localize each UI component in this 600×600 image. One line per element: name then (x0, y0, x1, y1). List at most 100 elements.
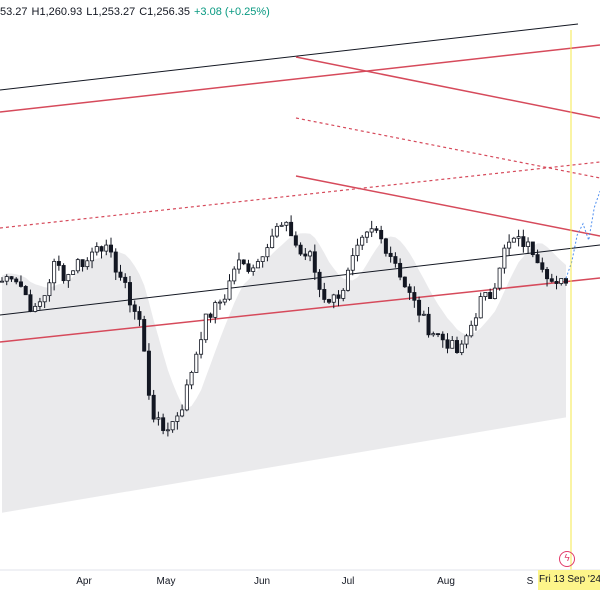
candle (180, 404, 185, 418)
candle-body (161, 417, 166, 431)
candle-body (341, 289, 346, 299)
candle (123, 273, 128, 289)
candle-body (222, 298, 227, 303)
candle (227, 274, 232, 301)
candle-body (156, 417, 161, 420)
projection-path (565, 190, 600, 279)
candle (407, 283, 412, 301)
candle (175, 412, 180, 430)
candle-body (445, 339, 450, 349)
candle-body (9, 276, 14, 280)
candle (526, 237, 531, 255)
candle (42, 295, 47, 308)
candle-body (104, 244, 109, 252)
moving-average-band (2, 233, 566, 513)
candle-body (127, 282, 132, 306)
candle-body (203, 313, 208, 341)
candle (554, 275, 559, 290)
open-value: 53.27 (0, 6, 28, 18)
candle (426, 307, 431, 338)
candle-body (90, 251, 95, 262)
midline-dashed-red (0, 161, 600, 229)
candle (118, 264, 123, 281)
candle-body (199, 339, 204, 355)
candle-body (123, 276, 128, 283)
candle (293, 231, 298, 248)
channel-lower-line (0, 244, 600, 316)
candle (502, 244, 507, 274)
candle (194, 351, 199, 373)
candle-body (464, 335, 469, 345)
candle-body (246, 263, 251, 272)
candle-body (564, 278, 569, 284)
ohlc-header: 53.27 H1,260.93 L1,253.27 C1,256.35 +3.0… (0, 6, 274, 18)
candle (497, 267, 502, 291)
candle (549, 273, 554, 283)
candle-body (146, 350, 151, 396)
candle-body (265, 247, 270, 258)
x-tick-label: Jul (342, 576, 355, 587)
candle-body (417, 299, 422, 316)
candle (208, 312, 213, 323)
candle (137, 306, 142, 327)
candle-body (516, 236, 521, 239)
candle (483, 292, 488, 301)
candle-body (431, 333, 436, 336)
candle (436, 333, 441, 338)
trendlines (0, 23, 600, 343)
candle (56, 255, 61, 271)
candle-body (483, 292, 488, 297)
candle (71, 270, 76, 276)
candle (61, 263, 66, 284)
candle (473, 313, 478, 331)
candle (364, 230, 369, 244)
descending-upper-red (295, 56, 600, 119)
candle (18, 275, 23, 288)
candle-body (535, 254, 540, 264)
candle (37, 297, 42, 310)
candle (454, 336, 459, 354)
candle-body (331, 294, 336, 303)
candle (440, 331, 445, 348)
x-tick-label: S (527, 576, 534, 587)
candle (241, 259, 246, 266)
candle (146, 343, 151, 400)
candle (521, 229, 526, 253)
candle (251, 264, 256, 276)
candle-body (18, 281, 23, 287)
candle-body (383, 238, 388, 254)
candle (199, 331, 204, 359)
candle-body (260, 256, 265, 262)
candle (445, 333, 450, 354)
candle-body (293, 235, 298, 246)
candle-body (170, 421, 175, 431)
candle-body (473, 317, 478, 326)
candle (284, 221, 289, 232)
candle (398, 258, 403, 281)
candle-body (175, 415, 180, 422)
candle-body (255, 261, 260, 269)
candle (218, 299, 223, 310)
candle (341, 288, 346, 302)
candle-body (4, 276, 9, 282)
candle-body (213, 302, 218, 318)
projection-line (565, 190, 600, 279)
flash-icon[interactable]: ϟ (559, 551, 575, 567)
candle (331, 293, 336, 309)
candle-body (312, 251, 317, 273)
candle (47, 279, 52, 302)
candle-body (251, 267, 256, 272)
candle-body (113, 251, 118, 273)
candle-body (180, 409, 185, 417)
x-axis: Apr May Jun Jul Aug S (0, 569, 600, 587)
candle (52, 258, 57, 291)
candle-body (241, 259, 246, 265)
candle-body (14, 278, 19, 283)
candle-body (497, 267, 502, 289)
candle (412, 286, 417, 308)
candle-body (23, 286, 28, 296)
candle (4, 274, 9, 286)
candle (379, 225, 384, 244)
candle-body (227, 280, 232, 300)
